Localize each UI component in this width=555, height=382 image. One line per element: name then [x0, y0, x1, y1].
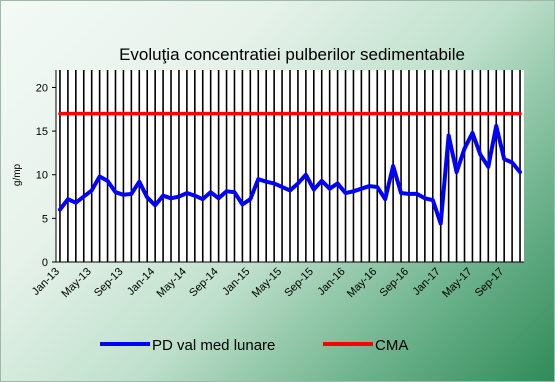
x-tick-label: Sep-13 — [92, 266, 126, 300]
x-tick-label: May-13 — [59, 266, 93, 300]
y-tick-label: 10 — [36, 170, 48, 182]
x-tick-label: Sep-14 — [187, 266, 221, 300]
x-tick-label: Jan-17 — [411, 266, 443, 298]
y-tick-label: 5 — [42, 213, 48, 225]
y-tick-label: 15 — [36, 126, 48, 138]
chart-title: Evoluţia concentratiei pulberilor sedime… — [119, 45, 465, 64]
x-tick-label: May-17 — [440, 266, 474, 300]
x-tick-label: Jan-14 — [125, 266, 157, 298]
x-tick-label: Sep-16 — [378, 266, 412, 300]
y-axis-label: g/mp — [12, 163, 23, 186]
x-tick-label: Sep-15 — [282, 266, 316, 300]
x-tick-label: Jan-15 — [220, 266, 252, 298]
y-tick-label: 20 — [36, 82, 48, 94]
x-tick-label: Jan-13 — [30, 266, 62, 298]
x-tick-label: May-14 — [155, 266, 189, 300]
y-tick-label: 0 — [42, 257, 48, 269]
x-tick-label: Jan-16 — [315, 266, 347, 298]
legend: PD val med lunare CMA — [100, 337, 408, 354]
x-tick-label: May-16 — [345, 266, 379, 300]
legend-label-cma: CMA — [375, 337, 408, 354]
x-tick-label: Sep-17 — [473, 266, 507, 300]
legend-label-pd: PD val med lunare — [152, 337, 275, 354]
series-line-pd — [57, 123, 523, 226]
x-tick-label: May-15 — [250, 266, 284, 300]
